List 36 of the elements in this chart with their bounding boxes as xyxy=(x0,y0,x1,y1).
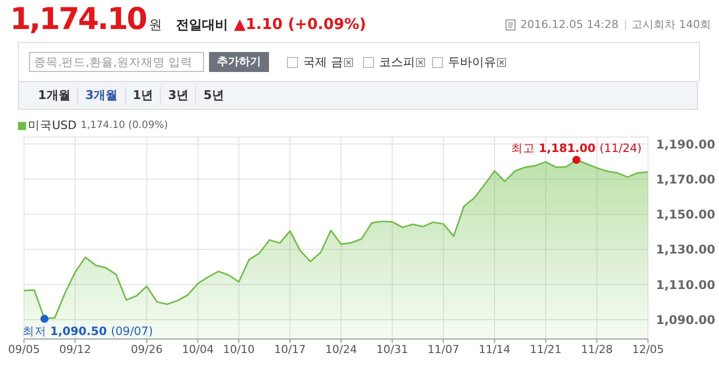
text: 1년 xyxy=(124,87,160,104)
text: 3개월 xyxy=(77,87,125,104)
search-field: 종목.펀드,환율,원자재명 입력 xyxy=(29,52,204,72)
x-tick-label: 10/04 xyxy=(182,342,214,356)
x-tick-label: 09/12 xyxy=(59,342,91,356)
x-tick-label: 11/07 xyxy=(428,342,460,356)
text: 코스피 xyxy=(379,54,415,71)
y-tick-label: 1,110.00 xyxy=(656,278,716,292)
y-tick-label: 1,150.00 xyxy=(656,208,716,222)
text: 두바이유 xyxy=(448,54,496,71)
chart-subtitle: 전일대비 ▲1.10 (+0.09%) xyxy=(176,15,366,34)
x-tick-label: 11/28 xyxy=(581,342,613,356)
text: 3년 xyxy=(160,87,196,104)
text: 추가하기 xyxy=(209,52,269,72)
x-tick-label: 11/14 xyxy=(478,342,510,356)
legend-label: 미국USD xyxy=(28,118,77,133)
text: 국제 금 xyxy=(303,54,343,71)
y-tick-label: 1,130.00 xyxy=(656,242,716,257)
annotation: 최저 1,090.50 (09/07) xyxy=(22,324,154,338)
x-tick-label: 09/26 xyxy=(130,342,163,356)
text: 1,174.10 (0.09%) xyxy=(80,120,168,131)
x-tick-label: 11/21 xyxy=(530,342,562,356)
text: 2016.12.05 14:28 xyxy=(520,18,618,31)
annotation: 최고 1,181.00 (11/24) xyxy=(511,140,642,155)
text: 고시회차 140회 xyxy=(632,17,711,32)
text: 5년 xyxy=(195,87,231,104)
x-tick-label: 09/05 xyxy=(8,342,40,356)
x-tick-label: 10/17 xyxy=(274,342,306,356)
x-tick-label: 10/10 xyxy=(222,342,255,356)
y-tick-label: 1,190.00 xyxy=(656,137,716,152)
y-tick-label: 1,170.00 xyxy=(656,172,716,186)
text: 1개월 xyxy=(37,87,72,104)
y-tick-label: 1,090.00 xyxy=(656,312,716,327)
x-tick-label: 10/24 xyxy=(325,342,357,356)
x-tick-label: 12/05 xyxy=(632,342,664,356)
x-tick-label: 10/31 xyxy=(376,342,408,356)
